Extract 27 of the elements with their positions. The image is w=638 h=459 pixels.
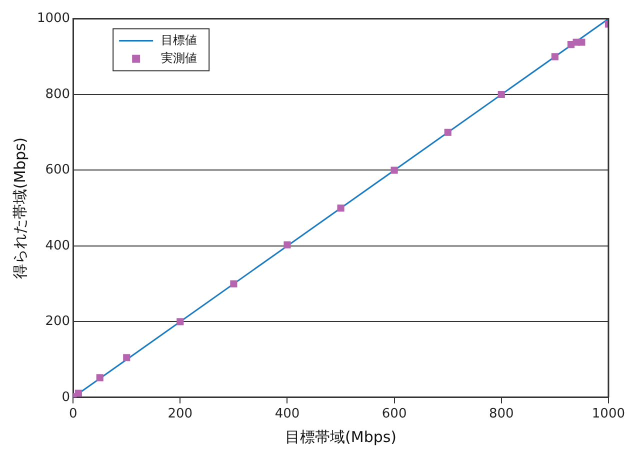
x-tick-label: 400 [274, 406, 300, 422]
point [284, 241, 291, 248]
legend-label: 目標値 [161, 32, 198, 47]
x-tick-label: 600 [382, 406, 407, 422]
y-tick-label: 200 [45, 314, 70, 330]
y-tick-label: 400 [45, 238, 70, 254]
point [74, 390, 82, 397]
point [390, 166, 398, 174]
point [96, 374, 104, 382]
point [444, 128, 452, 136]
y-tick-label: 800 [45, 86, 70, 102]
point [123, 354, 130, 362]
point [551, 53, 558, 60]
y-tick-label: 0 [62, 390, 70, 405]
y-tick-label: 1000 [36, 11, 70, 26]
x-tick-label: 800 [488, 406, 514, 422]
legend-label: 実測値 [161, 50, 198, 65]
x-tick-label: 1000 [592, 406, 626, 422]
point [176, 318, 184, 326]
x-axis-title: 目標帯域(Mbps) [285, 428, 397, 446]
point [578, 38, 586, 46]
point [498, 90, 505, 98]
y-axis-title: 得られた帯域(Mbps) [10, 137, 29, 279]
y-tick-label: 600 [45, 162, 70, 178]
point [230, 280, 238, 288]
point [337, 204, 344, 212]
x-tick-label: 200 [168, 406, 193, 422]
